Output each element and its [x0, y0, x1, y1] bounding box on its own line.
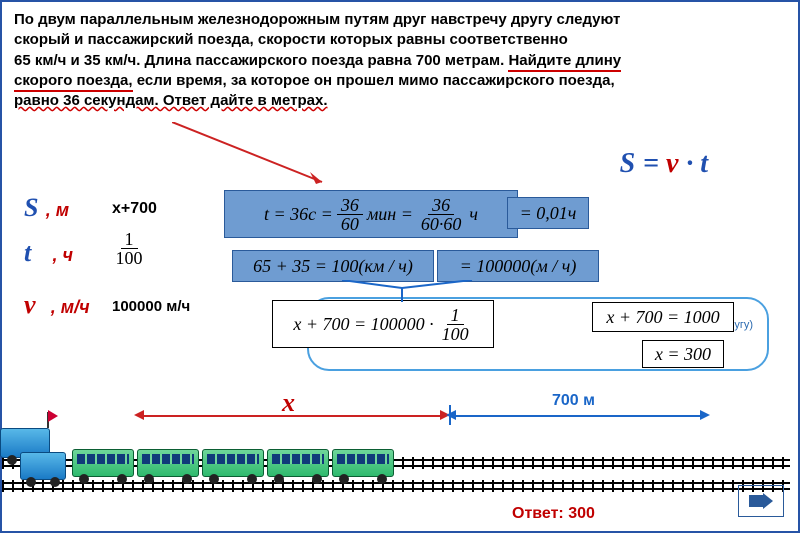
train-car [267, 449, 329, 477]
t2d: 60 [337, 215, 363, 233]
var-t-sym: t [24, 238, 31, 267]
box-eq2: x + 700 = 1000 [592, 302, 734, 332]
len-arrow-r [700, 410, 710, 420]
problem-line1: По двум параллельным железнодорожным пут… [14, 11, 620, 28]
var-S: S , м [24, 192, 69, 223]
box-time: t = 36c = 3660 мин = 3660·60 ч [224, 190, 518, 238]
red-diagonal-arrow [172, 122, 332, 192]
formula-t: t [700, 148, 708, 179]
len-arrow-l [446, 410, 456, 420]
train-car [137, 449, 199, 477]
eq1d: 100 [438, 325, 473, 343]
t3t: ч [469, 204, 478, 225]
t3n: 36 [428, 196, 454, 215]
eq1a: x + 700 = 100000 · [293, 314, 433, 335]
problem-text: По двум параллельным железнодорожным пут… [14, 10, 780, 111]
var-v-sym: v [24, 290, 36, 319]
var-t-frac: 1100 [107, 227, 151, 269]
x-arrow-l [134, 410, 144, 420]
var-v: v , м/ч [24, 289, 90, 320]
box-speed-conv: = 100000(м / ч) [437, 250, 599, 282]
len-arrow-line [454, 415, 702, 417]
formula-eq: = [643, 148, 666, 179]
eq1n: 1 [447, 306, 464, 325]
flag-icon [48, 410, 58, 422]
slide: По двум параллельным железнодорожным пут… [0, 0, 800, 533]
main-formula: S = v · t [620, 147, 708, 180]
var-S-unit: , м [46, 200, 69, 220]
box-eq3: x = 300 [642, 340, 724, 368]
problem-line2b: 65 км/ч и 35 км/ч. Длина пассажирского п… [14, 52, 504, 69]
problem-line4: равно 36 секундам. Ответ дайте в метрах. [14, 92, 327, 109]
var-S-val: x+700 [112, 200, 157, 218]
t2t: мин = [367, 204, 413, 225]
blue-connector [342, 280, 502, 304]
tick-mid [449, 405, 451, 425]
var-t: t , ч [24, 237, 73, 268]
var-v-val: 100000 м/ч [112, 298, 190, 315]
var-S-sym: S [24, 193, 38, 222]
var-t-unit: , ч [52, 245, 73, 265]
problem-line3c: если время, за которое он прошел мимо па… [137, 72, 615, 89]
t-frac-den: 100 [112, 249, 147, 267]
len-label: 700 м [552, 392, 595, 410]
formula-S: S [620, 148, 636, 179]
problem-line2a: скорый и пассажирский поезда, скорости к… [14, 31, 568, 48]
train-car [72, 449, 134, 477]
pass-locomotive [20, 452, 66, 480]
t3d: 60·60 [417, 215, 466, 233]
answer-text: Ответ: 300 [512, 505, 595, 523]
t2n: 36 [337, 196, 363, 215]
box-speed-sum: 65 + 35 = 100(км / ч) [232, 250, 434, 282]
formula-v: v [666, 148, 678, 179]
problem-line3b: скорого поезда, [14, 72, 133, 92]
formula-dot: · [686, 148, 700, 179]
var-v-unit: , м/ч [51, 297, 90, 317]
box-time-res: = 0,01ч [507, 197, 589, 229]
problem-line3a: Найдите длину [508, 52, 621, 72]
x-label: x [282, 388, 295, 418]
train-car [202, 449, 264, 477]
box-eq1: x + 700 = 100000 · 1100 [272, 300, 494, 348]
t-left: t = 36c = [264, 204, 333, 225]
t-frac-num: 1 [121, 230, 138, 249]
train-car [332, 449, 394, 477]
next-button[interactable] [738, 485, 784, 517]
